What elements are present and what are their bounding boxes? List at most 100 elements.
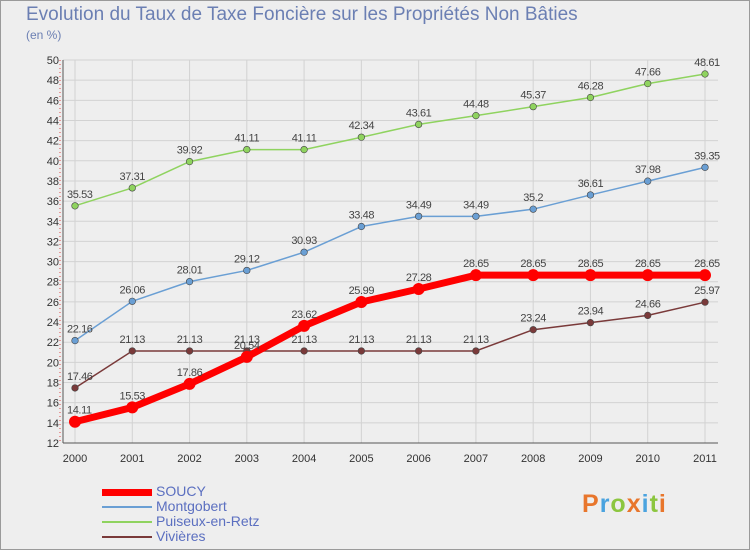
data-point <box>69 415 81 428</box>
y-tick-label: 12 <box>47 438 59 450</box>
data-point <box>529 326 537 334</box>
data-point <box>644 79 652 88</box>
x-tick-label: 2008 <box>521 453 545 465</box>
data-point <box>412 282 425 295</box>
data-labels: 14.11 15.53 17.86 20.54 23.62 25.99 27.28 28.65… <box>67 57 720 417</box>
data-point <box>128 184 136 192</box>
data-point <box>529 205 537 213</box>
data-label: 28.65 <box>520 258 546 270</box>
legend-label: Puiseux-en-Retz <box>156 513 260 529</box>
x-tick-label: 2000 <box>63 453 87 465</box>
data-point <box>357 133 365 141</box>
data-point <box>472 347 480 355</box>
data-point <box>472 112 480 120</box>
data-label: 39.35 <box>694 150 720 162</box>
data-label: 21.13 <box>120 334 146 346</box>
y-tick-label: 28 <box>47 277 59 289</box>
legend-item-vivières: Vivières <box>102 528 322 544</box>
data-point <box>185 278 194 286</box>
data-point <box>644 177 652 185</box>
x-tick-label: 2001 <box>120 453 144 465</box>
data-label: 21.13 <box>406 334 432 346</box>
data-point <box>586 93 595 102</box>
data-label: 21.13 <box>463 334 489 346</box>
data-label: 22.16 <box>67 324 93 336</box>
data-label: 25.97 <box>694 285 720 297</box>
x-tick-label: 2006 <box>406 453 430 465</box>
data-label: 15.53 <box>120 390 146 402</box>
data-label: 43.61 <box>406 107 432 119</box>
data-point <box>357 222 365 231</box>
data-point <box>701 298 709 306</box>
x-tick-label: 2007 <box>464 453 488 465</box>
data-label: 25.99 <box>349 285 375 297</box>
legend-item-montgobert: Montgobert <box>102 498 322 514</box>
data-label: 45.37 <box>520 90 546 102</box>
y-tick-label: 16 <box>47 398 59 410</box>
y-tick-label: 38 <box>47 176 59 188</box>
data-label: 17.46 <box>67 371 93 383</box>
data-label: 37.31 <box>120 171 146 183</box>
data-point <box>185 157 194 166</box>
chart-title: Evolution du Taux de Taxe Foncière sur l… <box>26 4 578 25</box>
y-tick-label: 50 <box>47 55 59 67</box>
data-label: 34.49 <box>463 199 489 211</box>
proxiti-logo: Proxiti <box>582 490 667 519</box>
x-tick-label: 2002 <box>177 453 201 465</box>
data-point <box>300 347 308 355</box>
legend-item-soucy: SOUCY <box>102 483 322 499</box>
series-line-vivières <box>74 301 706 389</box>
logo-letter: P <box>582 490 600 518</box>
data-point <box>415 347 423 355</box>
data-label: 36.61 <box>578 178 604 190</box>
legend-label: Montgobert <box>156 498 227 514</box>
logo-letter: x <box>626 490 642 518</box>
data-point <box>128 297 136 305</box>
y-tick-label: 30 <box>47 257 59 269</box>
data-point <box>71 336 79 345</box>
data-label: 34.49 <box>406 199 432 211</box>
legend-swatch <box>102 488 152 496</box>
logo-letter: o <box>610 490 627 518</box>
data-label: 41.11 <box>292 133 317 145</box>
x-tick-label: 2010 <box>635 453 659 465</box>
data-label: 27.28 <box>406 272 432 284</box>
x-tick-label: 2009 <box>578 453 602 465</box>
data-label: 47.66 <box>635 67 661 79</box>
data-label: 37.98 <box>635 164 661 176</box>
data-label: 14.11 <box>67 405 92 417</box>
data-label: 33.48 <box>349 210 375 222</box>
series-line-puiseux-en-retz <box>74 73 706 207</box>
legend-swatch <box>102 521 152 523</box>
data-label: 28.65 <box>694 258 720 270</box>
y-tick-label: 42 <box>47 136 59 148</box>
data-label: 48.61 <box>694 57 720 69</box>
data-point <box>415 212 423 220</box>
data-label: 26.06 <box>120 284 146 296</box>
y-tick-label: 40 <box>47 156 59 168</box>
data-label: 21.13 <box>234 334 260 346</box>
logo-letter: i <box>641 490 650 518</box>
x-tick-label: 2003 <box>235 453 259 465</box>
data-label: 17.86 <box>177 367 203 379</box>
series-group <box>69 70 711 428</box>
data-point <box>355 295 368 308</box>
y-tick-label: 26 <box>47 297 59 309</box>
y-tick-label: 34 <box>47 216 59 228</box>
data-label: 28.65 <box>463 258 489 270</box>
data-point <box>126 401 139 414</box>
y-tick-label: 44 <box>47 115 59 127</box>
legend-swatch <box>102 536 152 538</box>
data-point <box>529 103 537 111</box>
data-label: 28.01 <box>177 265 203 277</box>
axes: 12 14 16 18 20 22 24 26 28 30 32 34 36 38 40 42 44 46 48 50… <box>47 55 718 465</box>
data-label: 29.12 <box>234 253 260 265</box>
data-point <box>586 319 595 327</box>
data-label: 41.11 <box>234 133 259 145</box>
data-label: 23.24 <box>520 313 546 325</box>
data-label: 21.13 <box>177 334 203 346</box>
data-label: 35.53 <box>67 189 93 201</box>
data-point <box>185 347 194 355</box>
grid <box>63 59 718 444</box>
data-label: 20.54 <box>234 340 260 352</box>
